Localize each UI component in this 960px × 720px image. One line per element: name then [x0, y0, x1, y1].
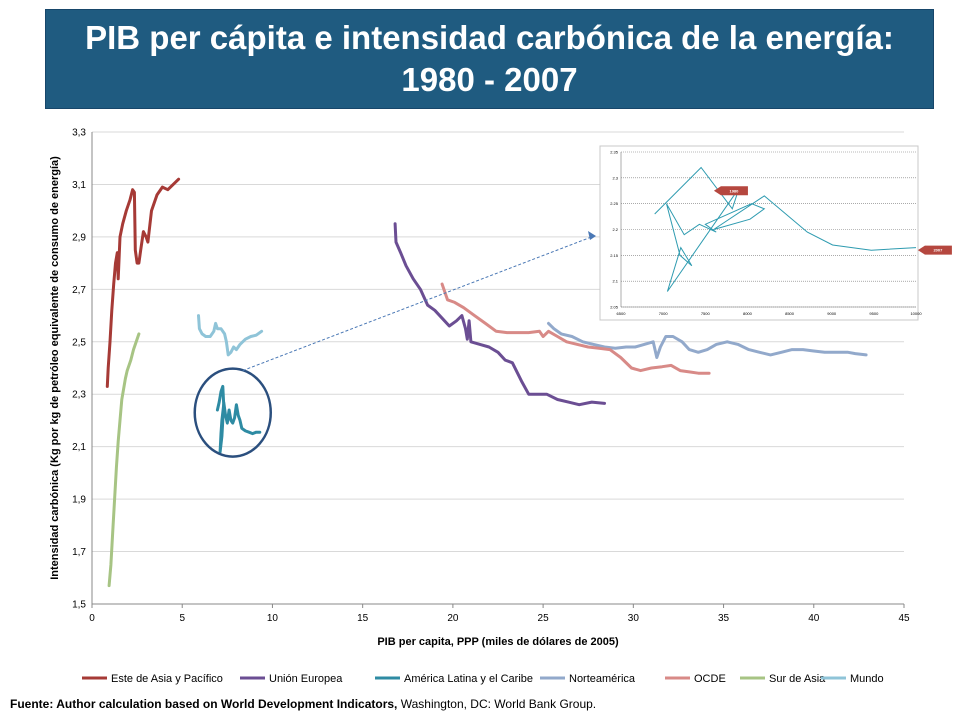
connector-arrowhead	[588, 231, 596, 240]
inset-y-tick-label: 2.05	[610, 305, 619, 310]
inset-year-tag-1980: 1980	[713, 186, 748, 196]
x-tick-label: 35	[718, 613, 730, 624]
inset-chart: 2.05 2.1 2.15 2.2 2.25 2.3 2.35 6500 7000 7500 800…	[599, 145, 952, 321]
source-note: Fuente: Author calculation based on Worl…	[10, 697, 596, 711]
inset-x-tick-label: 7000	[659, 311, 669, 316]
inset-y-tick-label: 2.2	[612, 227, 618, 232]
legend: Este de Asia y Pacífico Unión Europea Amér…	[82, 673, 884, 685]
series-lines	[105, 177, 868, 588]
y-tick-label: 1,7	[72, 547, 86, 558]
y-tick-label: 1,5	[72, 600, 86, 611]
inset-y-tick-label: 2.35	[610, 150, 619, 155]
legend-label-4: OCDE	[694, 673, 726, 685]
inset-x-tick-label: 8500	[785, 311, 795, 316]
y-tick-label: 2,7	[72, 285, 86, 296]
inset-y-tick-label: 2.25	[610, 201, 619, 206]
inset-x-tick-label: 10000	[910, 311, 922, 316]
inset-y-tick-label: 2.1	[612, 279, 618, 284]
x-tick-label: 30	[628, 613, 640, 624]
annotation	[193, 231, 596, 458]
inset-y-tick-label: 2.15	[610, 253, 619, 258]
y-axis-ticks: 1,5 1,7 1,9 2,1 2,3 2,5 2,7 2,9 3,1 3,3	[72, 128, 86, 611]
series-line-0	[105, 177, 181, 388]
title-banner: PIB per cápita e intensidad carbónica de…	[45, 9, 934, 109]
chart-title: PIB per cápita e intensidad carbónica de…	[85, 19, 894, 98]
inset-x-tick-label: 9000	[827, 311, 837, 316]
x-tick-label: 20	[447, 613, 459, 624]
x-tick-label: 45	[898, 613, 910, 624]
y-tick-label: 2,5	[72, 337, 86, 348]
inset-tag-arrow	[713, 186, 748, 196]
inset-x-tick-label: 9500	[869, 311, 879, 316]
x-tick-label: 5	[179, 613, 185, 624]
axes	[91, 132, 904, 605]
inset-x-tick-label: 6500	[617, 311, 627, 316]
x-tick-label: 40	[808, 613, 820, 624]
series-line-4	[440, 282, 711, 375]
legend-label-1: Unión Europea	[269, 673, 343, 685]
x-tick-label: 0	[89, 613, 95, 624]
inset-tag-label: 2007	[933, 248, 943, 253]
x-axis-title: PIB per capita, PPP (miles de dólares de…	[377, 636, 619, 648]
highlight-ellipse	[193, 367, 272, 458]
inset-tag-label: 1980	[729, 188, 739, 193]
inset-x-tick-label: 8000	[743, 311, 753, 316]
inset-tag-arrow	[917, 245, 952, 255]
legend-label-6: Mundo	[850, 673, 884, 685]
source-bold: Fuente: Author calculation based on Worl…	[10, 697, 398, 711]
y-tick-label: 3,1	[72, 180, 86, 191]
y-tick-label: 2,3	[72, 390, 86, 401]
series-line-5	[107, 332, 141, 588]
y-tick-label: 2,1	[72, 442, 86, 453]
series-line-2	[215, 384, 262, 454]
inset-y-tick-label: 2.3	[612, 175, 618, 180]
x-tick-label: 15	[357, 613, 369, 624]
y-axis-title: Intensidad carbónica (Kg por kg de petró…	[49, 156, 61, 580]
x-tick-label: 10	[267, 613, 279, 624]
inset-year-tag-2007: 2007	[917, 245, 952, 255]
legend-label-0: Este de Asia y Pacífico	[111, 673, 223, 685]
y-tick-label: 2,9	[72, 232, 86, 243]
legend-label-2: América Latina y el Caribe	[404, 673, 533, 685]
series-line-6	[197, 314, 264, 357]
x-tick-label: 25	[538, 613, 550, 624]
y-tick-label: 1,9	[72, 495, 86, 506]
legend-label-5: Sur de Asia	[769, 673, 826, 685]
source-normal: Washington, DC: World Bank Group.	[397, 697, 597, 711]
x-axis-ticks: 0 5 10 15 20 25 30 35 40 45	[89, 604, 910, 624]
legend-label-3: Norteamérica	[569, 673, 636, 685]
inset-x-tick-label: 7500	[701, 311, 711, 316]
series-line-1	[393, 222, 606, 407]
y-tick-label: 3,3	[72, 128, 86, 139]
inset-frame	[599, 145, 919, 321]
connector-line	[242, 235, 595, 372]
inset-series-line	[654, 166, 917, 292]
series-line-3	[547, 321, 868, 359]
